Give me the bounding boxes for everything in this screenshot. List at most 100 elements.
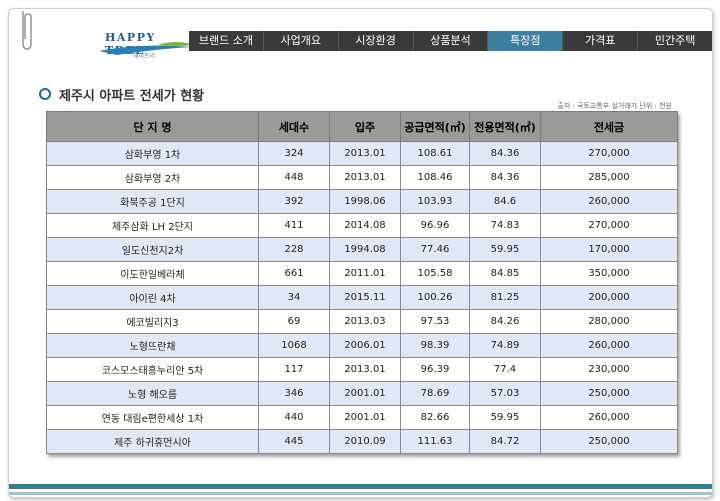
table-cell: 96.39 — [400, 357, 470, 382]
table-header-row: 단 지 명 세대수 입주 공급면적(㎡) 전용면적(㎡) 전세금 — [46, 111, 678, 142]
table-cell: 34 — [258, 285, 330, 310]
table-cell: 117 — [258, 357, 330, 382]
section-title: 제주시 아파트 전세가 현황 — [39, 85, 204, 104]
table-cell: 108.46 — [400, 165, 470, 190]
table-row: 삼화부영 2차 448 2013.01 108.46 84.36 285,000 — [46, 165, 678, 190]
table-cell: 111.63 — [400, 429, 470, 454]
table-row: 일도신천지2차 228 1994.08 77.46 59.95 170,000 — [46, 237, 678, 262]
table-row: 연동 대림e편한세상 1차 440 2001.01 82.66 59.95 260,000 — [46, 405, 678, 430]
table-cell: 170,000 — [540, 237, 678, 262]
table-cell: 82.66 — [400, 405, 470, 430]
table-cell: 2006.01 — [329, 333, 401, 358]
table-cell: 2015.11 — [329, 285, 401, 310]
table-row: 노형 해오름 346 2001.01 78.69 57.03 250,000 — [46, 381, 678, 406]
table-cell: 1998.06 — [329, 189, 401, 214]
logo-subtext: 해피트리 — [133, 53, 156, 60]
table-row: 화북주공 1단지 392 1998.06 103.93 84.6 260,000 — [46, 189, 678, 214]
nav-item-4[interactable]: 특장점 — [488, 31, 564, 51]
table-cell: 108.61 — [400, 141, 470, 166]
table-cell: 아이린 4차 — [46, 285, 259, 310]
table-cell: 노형뜨란채 — [46, 333, 259, 358]
table-cell: 59.95 — [469, 237, 541, 262]
table-cell: 270,000 — [540, 213, 678, 238]
table-cell: 411 — [258, 213, 330, 238]
table-cell: 270,000 — [540, 141, 678, 166]
jeonse-price-table: 단 지 명 세대수 입주 공급면적(㎡) 전용면적(㎡) 전세금 삼화부영 1차 324 20… — [46, 111, 678, 454]
table-cell: 448 — [258, 165, 330, 190]
table-cell: 2011.01 — [329, 261, 401, 286]
table-cell: 346 — [258, 381, 330, 406]
table-row: 삼화부영 1차 324 2013.01 108.61 84.36 270,000 — [46, 141, 678, 166]
table-cell: 250,000 — [540, 381, 678, 406]
table-cell: 84.6 — [469, 189, 541, 214]
table-cell: 2014.08 — [329, 213, 401, 238]
nav-item-2[interactable]: 시장환경 — [339, 31, 414, 51]
column-header: 공급면적(㎡) — [400, 111, 470, 142]
table-cell: 84.26 — [469, 309, 541, 334]
table-row: 제주 하귀휴먼시아 445 2010.09 111.63 84.72 250,000 — [46, 429, 678, 454]
table-cell: 77.4 — [469, 357, 541, 382]
table-cell: 이도한일베라체 — [46, 261, 259, 286]
table-cell: 삼화부영 2차 — [46, 165, 259, 190]
table-cell: 98.39 — [400, 333, 470, 358]
table-cell: 2013.01 — [329, 141, 401, 166]
table-cell: 280,000 — [540, 309, 678, 334]
table-cell: 97.53 — [400, 309, 470, 334]
table-cell: 59.95 — [469, 405, 541, 430]
nav-item-3[interactable]: 상품분석 — [414, 31, 489, 51]
column-header: 입주 — [329, 111, 401, 142]
table-cell: 화북주공 1단지 — [46, 189, 259, 214]
table-cell: 230,000 — [540, 357, 678, 382]
brand-logo[interactable]: HAPPY TREE 해피트리 — [97, 27, 197, 73]
nav-item-0[interactable]: 브랜드 소개 — [189, 31, 264, 51]
table-cell: 노형 해오름 — [46, 381, 259, 406]
nav-item-1[interactable]: 사업개요 — [264, 31, 339, 51]
page-frame: HAPPY TREE 해피트리 브랜드 소개사업개요시장환경상품분석특장점가격표… — [8, 8, 713, 498]
column-header: 세대수 — [258, 111, 330, 142]
table-cell: 84.36 — [469, 165, 541, 190]
table-cell: 2010.09 — [329, 429, 401, 454]
table-cell: 2013.01 — [329, 357, 401, 382]
column-header: 전용면적(㎡) — [469, 111, 541, 142]
table-cell: 96.96 — [400, 213, 470, 238]
table-cell: 제주삼화 LH 2단지 — [46, 213, 259, 238]
table-cell: 2013.03 — [329, 309, 401, 334]
table-cell: 84.85 — [469, 261, 541, 286]
table-cell: 105.58 — [400, 261, 470, 286]
table-cell: 260,000 — [540, 189, 678, 214]
table-cell: 일도신천지2차 — [46, 237, 259, 262]
footer-bar-light — [9, 492, 712, 495]
table-cell: 661 — [258, 261, 330, 286]
table-row: 노형뜨란채 1068 2006.01 98.39 74.89 260,000 — [46, 333, 678, 358]
column-header: 단 지 명 — [46, 111, 259, 142]
table-row: 이도한일베라체 661 2011.01 105.58 84.85 350,000 — [46, 261, 678, 286]
table-cell: 440 — [258, 405, 330, 430]
table-cell: 2013.01 — [329, 165, 401, 190]
table-cell: 2001.01 — [329, 405, 401, 430]
price-table-wrapper: 단 지 명 세대수 입주 공급면적(㎡) 전용면적(㎡) 전세금 삼화부영 1차 324 20… — [46, 111, 678, 454]
table-cell: 에코빌리지3 — [46, 309, 259, 334]
table-cell: 285,000 — [540, 165, 678, 190]
table-cell: 103.93 — [400, 189, 470, 214]
table-cell: 코스모스태흥누리안 5차 — [46, 357, 259, 382]
table-cell: 260,000 — [540, 333, 678, 358]
nav-item-6[interactable]: 민간주택 — [654, 34, 696, 47]
table-cell: 200,000 — [540, 285, 678, 310]
source-note: 출처 : 국토교통부 실거래가 단위 : 천원 — [557, 102, 672, 110]
table-row: 코스모스태흥누리안 5차 117 2013.01 96.39 77.4 230,000 — [46, 357, 678, 382]
table-row: 아이린 4차 34 2015.11 100.26 81.25 200,000 — [46, 285, 678, 310]
table-cell: 84.72 — [469, 429, 541, 454]
nav-item-5[interactable]: 가격표 — [563, 31, 639, 51]
table-body: 삼화부영 1차 324 2013.01 108.61 84.36 270,000 삼화부영 … — [46, 141, 678, 454]
table-cell: 350,000 — [540, 261, 678, 286]
table-cell: 77.46 — [400, 237, 470, 262]
table-row: 제주삼화 LH 2단지 411 2014.08 96.96 74.83 270,000 — [46, 213, 678, 238]
table-cell: 84.36 — [469, 141, 541, 166]
table-cell: 81.25 — [469, 285, 541, 310]
table-cell: 324 — [258, 141, 330, 166]
table-cell: 연동 대림e편한세상 1차 — [46, 405, 259, 430]
table-row: 에코빌리지3 69 2013.03 97.53 84.26 280,000 — [46, 309, 678, 334]
table-cell: 392 — [258, 189, 330, 214]
leaf-swoosh-icon — [99, 42, 193, 55]
table-cell: 228 — [258, 237, 330, 262]
